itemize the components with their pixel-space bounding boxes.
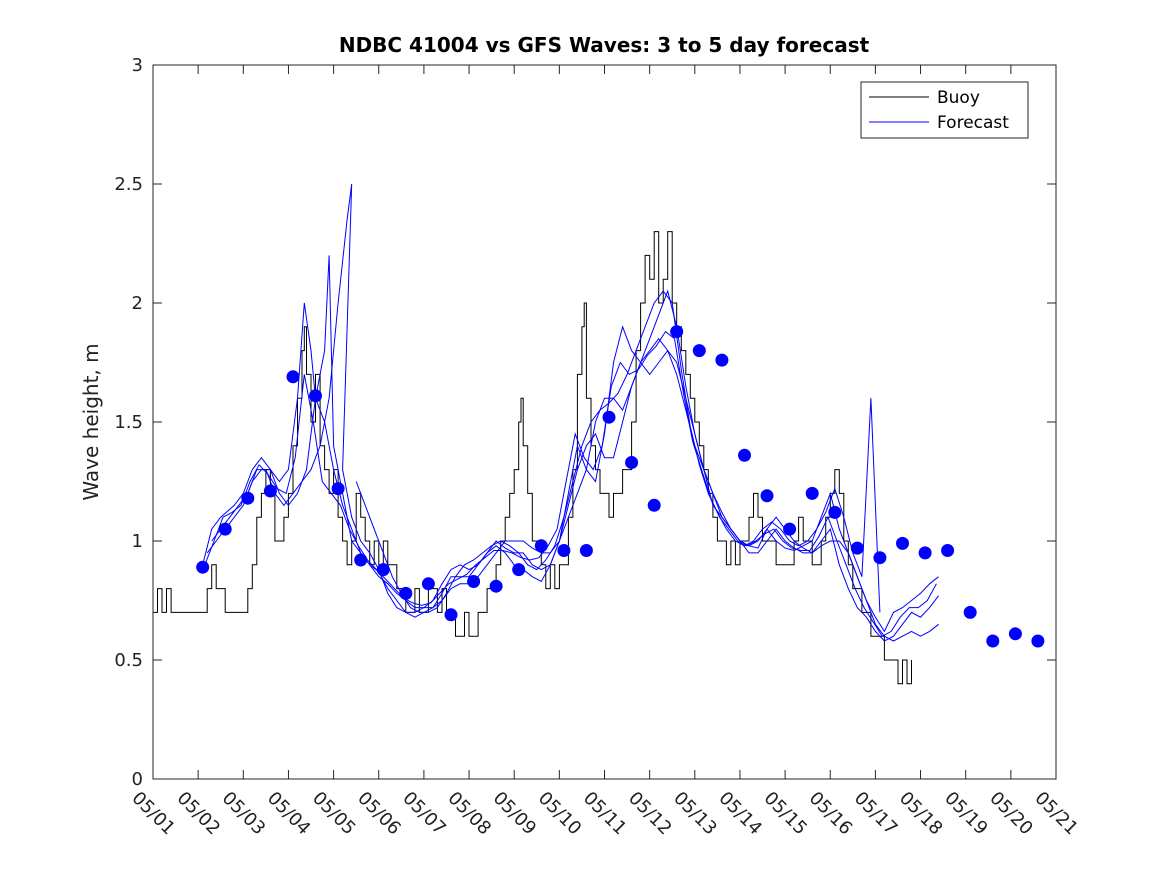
forecast-marker [850, 541, 864, 555]
forecast-marker [467, 575, 481, 588]
forecast-marker [354, 553, 368, 567]
marker-layer [196, 325, 1045, 648]
forecast-marker [805, 486, 819, 500]
y-tick-label: 0 [132, 769, 143, 790]
forecast-marker [376, 563, 390, 577]
forecast-marker [783, 522, 797, 536]
forecast-marker [218, 522, 232, 536]
forecast-marker [941, 544, 955, 557]
forecast-marker [579, 544, 593, 557]
forecast-marker [399, 586, 413, 600]
forecast-marker [1031, 634, 1045, 648]
forecast-marker [738, 448, 751, 462]
legend-forecast-label: Forecast [937, 113, 1009, 133]
forecast-marker [331, 482, 345, 496]
forecast-marker [263, 484, 277, 498]
forecast-marker [918, 546, 932, 560]
legend-buoy-label: Buoy [937, 88, 980, 108]
series-layer [153, 183, 939, 685]
forecast-marker [1008, 627, 1022, 641]
y-tick-label: 1 [132, 531, 143, 552]
chart-title: NDBC 41004 vs GFS Waves: 3 to 5 day fore… [339, 33, 870, 57]
forecast-marker [963, 605, 977, 619]
forecast-marker [489, 579, 503, 593]
plot-area [152, 64, 1057, 780]
forecast-line-4 [204, 330, 937, 637]
y-axis-label: Wave height, m [79, 343, 103, 500]
forecast-marker [760, 489, 774, 503]
forecast-line-1 [202, 302, 939, 642]
forecast-marker [715, 353, 729, 367]
y-tick-label: 0.5 [114, 650, 143, 671]
forecast-marker [692, 344, 706, 358]
legend: Buoy Forecast [860, 81, 1029, 139]
forecast-marker [986, 634, 1000, 648]
y-tick-label: 1.5 [114, 412, 143, 433]
forecast-marker [602, 410, 616, 424]
forecast-marker [647, 498, 661, 512]
forecast-marker [421, 577, 435, 591]
forecast-marker [512, 563, 526, 577]
forecast-marker [241, 491, 255, 505]
forecast-marker [534, 539, 548, 553]
forecast-marker [873, 551, 887, 565]
y-tick-label: 2 [132, 293, 143, 314]
forecast-marker [309, 389, 322, 403]
forecast-marker [444, 608, 458, 622]
plot-background [153, 65, 1056, 779]
y-tick-label: 3 [132, 55, 143, 76]
forecast-line-3 [211, 183, 939, 633]
forecast-line-5 [355, 290, 881, 613]
forecast-marker [828, 505, 842, 519]
forecast-marker [625, 456, 639, 469]
y-axis: 0 0.5 1 1.5 2 2.5 3 [114, 55, 1056, 790]
forecast-marker [896, 536, 909, 550]
legend-box [860, 81, 1029, 139]
forecast-line-2 [206, 255, 939, 642]
forecast-marker [286, 370, 300, 384]
forecast-marker [196, 560, 210, 574]
forecast-marker [670, 325, 684, 339]
forecast-marker [557, 544, 571, 557]
y-tick-label: 2.5 [114, 174, 143, 195]
